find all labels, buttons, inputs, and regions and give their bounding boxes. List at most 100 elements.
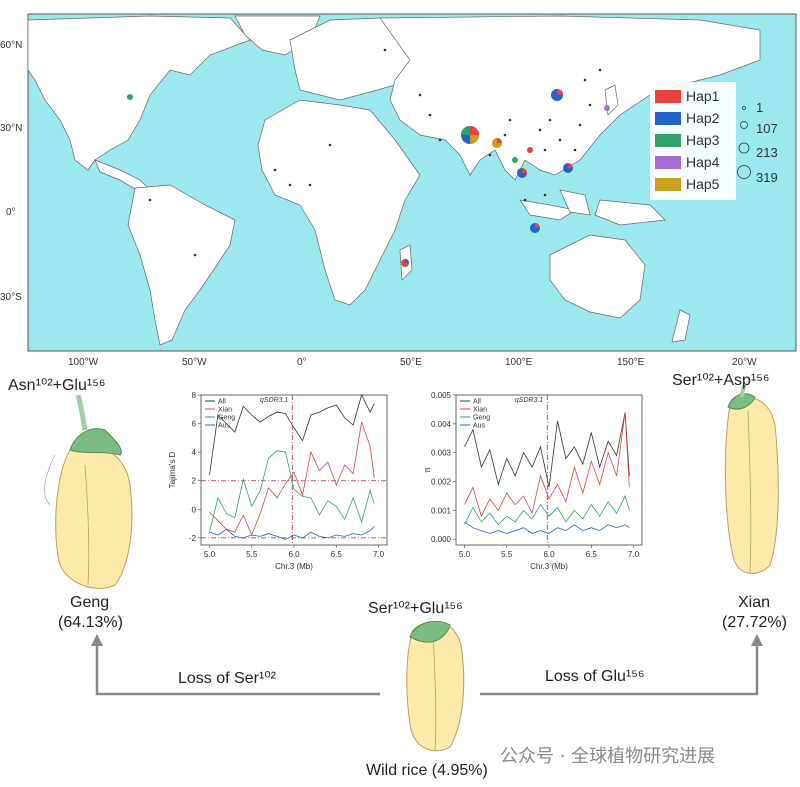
y-tick-label: 0.002 [431, 478, 452, 487]
legend-label: All [473, 399, 481, 406]
size-circle [742, 106, 746, 110]
x-axis-label: Chr.3 (Mb) [275, 562, 313, 571]
lon-label: 50°W [182, 357, 207, 368]
x-tick-label: 6.5 [331, 550, 343, 559]
pie-marker [530, 223, 540, 233]
arrow-to-geng [95, 642, 380, 696]
lat-label: 30°S [0, 292, 22, 303]
size-circle [740, 121, 748, 129]
pie-marker [401, 259, 409, 267]
x-tick-label: 5.0 [204, 550, 216, 559]
wild-rice-grain-illustration [406, 621, 465, 752]
xian-grain-illustration [724, 385, 779, 574]
geng-grain-illustration [44, 395, 133, 589]
legend-label: Hap2 [686, 110, 720, 126]
legend-swatch [655, 178, 681, 191]
y-tick-label: 0 [192, 505, 197, 514]
x-tick-label: 6.0 [288, 550, 300, 559]
size-legend [737, 106, 751, 179]
series-line-aus [464, 521, 630, 534]
geng-name: Geng [70, 594, 110, 611]
y-tick-label: 0.003 [431, 449, 452, 458]
y-tick-label: 8 [192, 391, 197, 400]
x-tick-label: 6.0 [543, 550, 555, 559]
pie-marker [563, 163, 573, 173]
pie-marker [461, 126, 479, 144]
x-tick-label: 6.5 [586, 550, 598, 559]
series-line-xian [464, 412, 630, 518]
x-tick-label: 5.5 [246, 550, 258, 559]
lon-label: 50°E [400, 357, 422, 368]
size-label: 213 [756, 145, 778, 160]
legend-label: All [218, 399, 226, 406]
loss-ser-label: Loss of Ser¹⁰² [178, 670, 276, 687]
legend-label: Xian [473, 407, 487, 414]
plot-frame [455, 394, 643, 546]
nucleotide-diversity-chart: 5.0 5.5 6.0 6.5 7.0 0.000 0.001 0.002 0.003 0.004… [423, 391, 643, 571]
legend-swatch [655, 90, 681, 103]
legend-swatch [655, 156, 681, 169]
size-label: 319 [756, 170, 778, 185]
arrow-to-xian [480, 642, 759, 696]
y-tick-label: 0.004 [431, 420, 452, 429]
x-tick-label: 5.5 [501, 550, 513, 559]
y-tick-label: 0.000 [431, 535, 452, 544]
pie-marker [492, 138, 502, 148]
evolution-arrows [91, 634, 763, 696]
y-tick-label: -2 [189, 534, 197, 543]
pie-marker [517, 168, 527, 178]
wild-allele-label: Ser¹⁰²+Glu¹⁵⁶ [368, 600, 463, 617]
lat-label: 30°N [0, 123, 22, 134]
y-tick-label: 2 [192, 477, 197, 486]
pie-marker [527, 147, 533, 153]
x-tick-label: 7.0 [373, 550, 385, 559]
series-line-aus [209, 526, 375, 540]
loss-glu-label: Loss of Glu¹⁵⁶ [545, 668, 645, 685]
haplotype-pies [127, 89, 610, 267]
size-circle [738, 142, 750, 154]
pie-marker [512, 157, 518, 163]
lat-labels: 60°N 30°N 0° 30°S [0, 40, 22, 303]
geng-allele-label: Asn¹⁰²+Glu¹⁵⁶ [8, 377, 106, 394]
x-tick-label: 7.0 [628, 550, 640, 559]
pie-marker [127, 94, 133, 100]
xian-percentage: (27.72%) [722, 614, 787, 631]
legend-label: Hap1 [686, 88, 720, 104]
legend-label: Xian [218, 407, 232, 414]
lon-label: 100°E [505, 357, 533, 368]
pie-marker [604, 105, 610, 111]
x-tick-label: 5.0 [459, 550, 471, 559]
legend-swatch [655, 134, 681, 147]
map-land [27, 15, 761, 346]
legend-label: Aus [473, 423, 486, 430]
pie-marker [551, 89, 563, 101]
legend-label: Hap5 [686, 176, 720, 192]
y-tick-label: 0.001 [431, 506, 452, 515]
geng-percentage: (64.13%) [58, 614, 123, 631]
accession-dots [148, 48, 602, 257]
series-line-geng [209, 450, 375, 533]
lon-labels: 100°W 50°W 0° 50°E 100°E 150°E 20°W [68, 357, 757, 368]
series-line-xian [209, 421, 375, 537]
series-line-geng [464, 494, 630, 526]
legend-label: Hap3 [686, 132, 720, 148]
qtl-annotation: qSDR3.1 [260, 397, 289, 404]
lon-label: 150°E [617, 357, 645, 368]
lon-label: 20°W [732, 357, 757, 368]
lat-label: 0° [6, 207, 16, 218]
world-map: 60°N 30°N 0° 30°S 100°W 50°W 0° 50°E 100… [0, 13, 797, 368]
lat-label: 60°N [0, 40, 22, 51]
y-tick-label: 4 [192, 448, 197, 457]
y-tick-label: 0.005 [431, 391, 452, 400]
y-axis-label: Tajima's D [168, 451, 177, 488]
qtl-annotation: qSDR3.1 [515, 397, 544, 404]
watermark: 公众号 · 全球植物研究进展 [500, 746, 716, 767]
y-axis-label: π [423, 467, 432, 473]
size-label: 1 [756, 100, 763, 115]
legend-swatch [655, 112, 681, 125]
hap-legend: Hap1 Hap2 Hap3 Hap4 Hap5 [650, 82, 736, 200]
legend-label: Aus [218, 423, 231, 430]
size-label: 107 [756, 121, 778, 136]
legend-label: Geng [473, 415, 490, 422]
plot-frame [200, 394, 388, 546]
